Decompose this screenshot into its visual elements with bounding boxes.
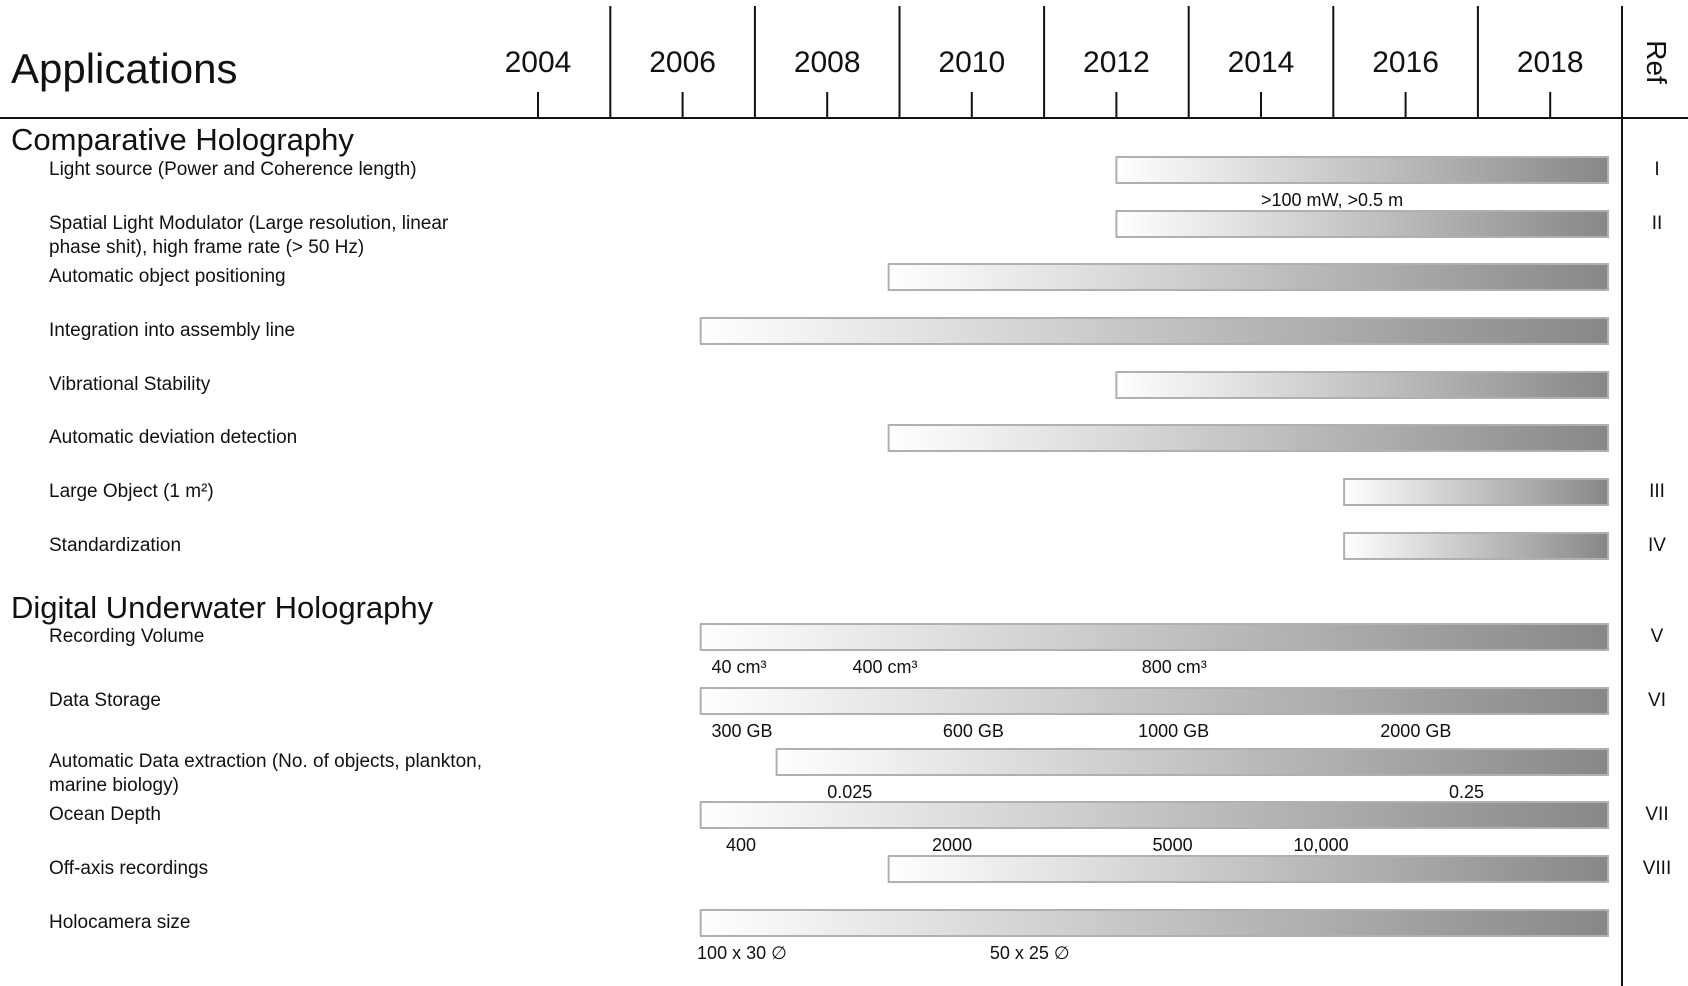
timeline-bar — [1343, 532, 1610, 560]
roadmap-row: Standardization IV — [49, 532, 1666, 560]
bar-annotation: 400 — [726, 835, 756, 855]
year-tick-label: 2014 — [1228, 46, 1295, 79]
year-tick-label: 2016 — [1372, 46, 1439, 79]
row-label: Vibrational Stability — [49, 374, 211, 395]
bar-annotation: 5000 — [1153, 835, 1193, 855]
section-title: Digital Underwater Holography — [11, 590, 434, 625]
year-tick-label: 2004 — [505, 46, 572, 79]
row-ref: I — [1654, 159, 1659, 180]
timeline-bar — [699, 623, 1610, 651]
row-label: Integration into assembly line — [49, 320, 295, 341]
bar-annotation: 0.25 — [1449, 782, 1484, 802]
row-label: Large Object (1 m²) — [49, 481, 214, 502]
roadmap-row: Integration into assembly line — [49, 317, 1610, 345]
roadmap-row: Vibrational Stability — [49, 371, 1610, 399]
timeline-bar — [1115, 371, 1610, 399]
bar-annotation: 1000 GB — [1138, 721, 1209, 741]
roadmap-row: Ocean Depth 400 2000 5000 10,000 VII — [49, 801, 1669, 855]
ref-header: Ref — [1641, 40, 1672, 84]
row-label: Data Storage — [49, 690, 161, 711]
bar-annotation: >100 mW, >0.5 m — [1261, 190, 1403, 210]
bar-annotation: 40 cm³ — [712, 657, 767, 677]
row-label: phase shit), high frame rate (> 50 Hz) — [49, 237, 364, 258]
roadmap-row: Recording Volume 40 cm³ 400 cm³ 800 cm³ V — [49, 623, 1664, 677]
timeline-bar — [887, 424, 1610, 452]
timeline-bar — [1343, 478, 1610, 506]
row-label: Ocean Depth — [49, 804, 161, 825]
chart-frame — [0, 6, 1688, 986]
bar-annotation: 800 cm³ — [1142, 657, 1207, 677]
timeline-bar — [699, 801, 1610, 829]
roadmap-row: Holocamera size 100 x 30 ∅ 50 x 25 ∅ — [49, 909, 1610, 963]
row-label: Recording Volume — [49, 626, 204, 647]
roadmap-row: Off-axis recordings VIII — [49, 855, 1672, 883]
row-ref: VI — [1648, 690, 1666, 711]
row-ref: VIII — [1643, 858, 1672, 879]
year-tick-label: 2006 — [649, 46, 716, 79]
row-label: Automatic Data extraction (No. of object… — [49, 751, 482, 772]
bar-annotation: 300 GB — [712, 721, 773, 741]
row-label: Off-axis recordings — [49, 858, 208, 879]
chart-header: Applications Ref 2004 2006 2008 2010 2012 2014 2… — [11, 6, 1672, 118]
roadmap-row: Light source (Power and Coherence length… — [49, 156, 1660, 210]
row-ref: V — [1651, 626, 1664, 647]
bar-annotation: 10,000 — [1294, 835, 1349, 855]
timeline-bar — [887, 263, 1610, 291]
row-label: Light source (Power and Coherence length… — [49, 159, 417, 180]
roadmap-row: Automatic object positioning — [49, 263, 1610, 291]
row-label: Automatic deviation detection — [49, 427, 297, 448]
row-label: Automatic object positioning — [49, 266, 286, 287]
year-tick-label: 2012 — [1083, 46, 1150, 79]
section-title: Comparative Holography — [11, 122, 354, 157]
row-label: Standardization — [49, 535, 181, 556]
bar-annotation: 100 x 30 ∅ — [697, 943, 787, 963]
timeline-bar — [775, 748, 1610, 776]
timeline-bar — [699, 317, 1610, 345]
bar-annotation: 50 x 25 ∅ — [990, 943, 1070, 963]
year-tick-label: 2018 — [1517, 46, 1584, 79]
row-ref: IV — [1648, 535, 1666, 556]
bar-annotation: 0.025 — [827, 782, 872, 802]
timeline-bar — [887, 855, 1610, 883]
row-label: Spatial Light Modulator (Large resolutio… — [49, 213, 449, 234]
bar-annotation: 2000 GB — [1380, 721, 1451, 741]
roadmap-row: Automatic Data extraction (No. of object… — [49, 748, 1610, 802]
row-ref: VII — [1645, 804, 1668, 825]
year-tick-label: 2010 — [938, 46, 1005, 79]
row-label: marine biology) — [49, 775, 179, 796]
bar-annotation: 400 cm³ — [853, 657, 918, 677]
timeline-bar — [1115, 210, 1610, 238]
row-ref: II — [1652, 213, 1663, 234]
roadmap-row: Spatial Light Modulator (Large resolutio… — [49, 210, 1663, 258]
bar-annotation: 2000 — [932, 835, 972, 855]
chart-title: Applications — [11, 45, 237, 92]
roadmap-row: Automatic deviation detection — [49, 424, 1610, 452]
timeline-bar — [699, 909, 1610, 937]
bar-annotation: 600 GB — [943, 721, 1004, 741]
row-ref: III — [1649, 481, 1665, 502]
row-label: Holocamera size — [49, 912, 191, 933]
year-tick-label: 2008 — [794, 46, 861, 79]
timeline-bar — [1115, 156, 1610, 184]
timeline-bar — [699, 687, 1610, 715]
roadmap-row: Large Object (1 m²) III — [49, 478, 1665, 506]
roadmap-row: Data Storage 300 GB 600 GB 1000 GB 2000 GB VI — [49, 687, 1666, 741]
